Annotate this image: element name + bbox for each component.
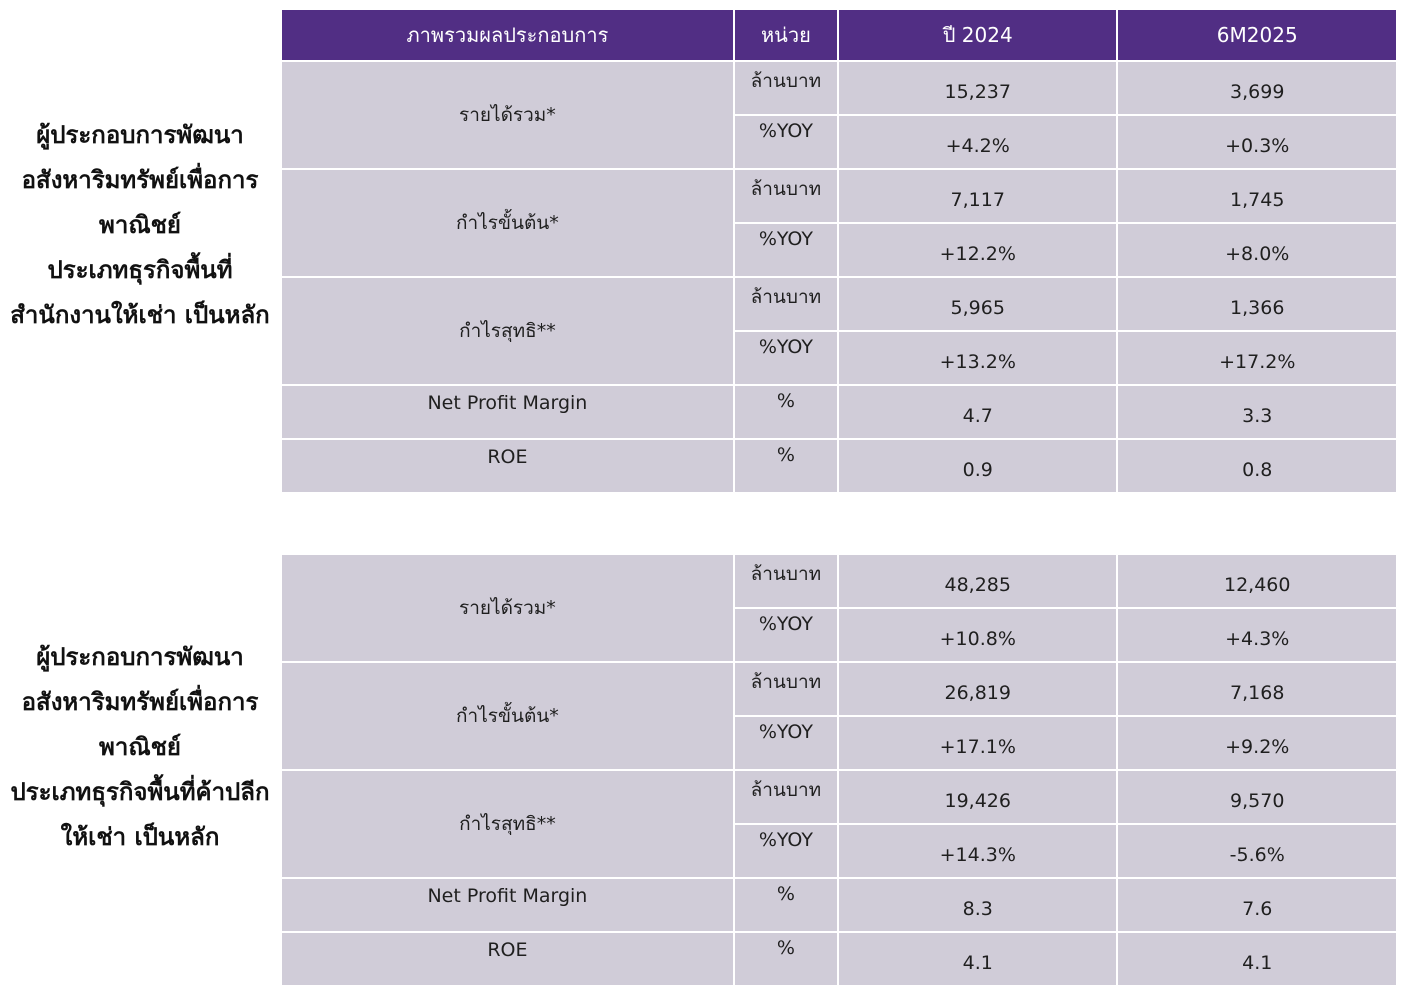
unit-cell: %YOY	[734, 609, 837, 661]
table-row: Net Profit Margin % 4.7 3.3	[282, 386, 1396, 438]
table-row: %YOY +14.3% -5.6%	[282, 825, 1396, 877]
unit-cell: %YOY	[734, 332, 837, 384]
value-2024: 26,819	[838, 663, 1117, 715]
value-2024: +14.3%	[838, 825, 1117, 877]
unit-cell: ล้านบาท	[734, 62, 837, 114]
performance-table-retail: รายได้รวม* ล้านบาท 48,285 12,460 %YOY +1…	[280, 553, 1398, 987]
value-2024: 4.1	[838, 933, 1117, 985]
value-6m2025: +9.2%	[1118, 717, 1396, 769]
segment-label-line: อสังหาริมทรัพย์เพื่อการ	[21, 688, 259, 716]
segment-label-line: อสังหาริมทรัพย์เพื่อการ	[21, 166, 259, 194]
unit-cell: %YOY	[734, 224, 837, 276]
table-row: กำไรขั้นต้น* ล้านบาท 7,117 1,745	[282, 170, 1396, 276]
value-6m2025: 12,460	[1118, 555, 1396, 607]
value-2024: 7,117	[838, 170, 1117, 222]
segment-label-line: ให้เช่า เป็นหลัก	[60, 823, 220, 851]
metric-name-revenue: รายได้รวม*	[282, 555, 733, 661]
value-2024: 5,965	[838, 278, 1117, 330]
value-2024: +12.2%	[838, 224, 1117, 276]
table-row: %YOY +4.2% +0.3%	[282, 116, 1396, 168]
unit-cell: %YOY	[734, 825, 837, 877]
table-row: กำไรสุทธิ** ล้านบาท 5,965 1,366	[282, 278, 1396, 384]
metric-name-gross-profit: กำไรขั้นต้น*	[282, 170, 733, 276]
metric-name-roe: ROE	[282, 440, 733, 492]
segment-label-line: สำนักงานให้เช่า เป็นหลัก	[10, 301, 270, 329]
header-year-2024: ปี 2024	[838, 10, 1117, 60]
value-6m2025: +8.0%	[1118, 224, 1396, 276]
metric-name-net-profit: กำไรสุทธิ**	[282, 278, 733, 384]
performance-table-office: ภาพรวมผลประกอบการ หน่วย ปี 2024 6M2025 ร…	[280, 8, 1398, 494]
value-2024: +17.1%	[838, 717, 1117, 769]
table-row: %YOY +17.1% +9.2%	[282, 717, 1396, 769]
value-2024: 0.9	[838, 440, 1117, 492]
value-2024: 48,285	[838, 555, 1117, 607]
table-row: รายได้รวม* ล้านบาท 48,285 12,460	[282, 555, 1396, 661]
segment-label-line: ประเภทธุรกิจพื้นที่ค้าปลีก	[10, 778, 270, 806]
unit-cell: ล้านบาท	[734, 771, 837, 823]
metric-name-revenue: รายได้รวม*	[282, 62, 733, 168]
table-row: กำไรขั้นต้น* ล้านบาท 26,819 7,168	[282, 663, 1396, 769]
metric-name-net-profit: กำไรสุทธิ**	[282, 771, 733, 877]
unit-cell: ล้านบาท	[734, 663, 837, 715]
unit-cell: %	[734, 879, 837, 931]
table-row: กำไรสุทธิ** ล้านบาท 19,426 9,570	[282, 771, 1396, 877]
value-6m2025: +17.2%	[1118, 332, 1396, 384]
unit-cell: %YOY	[734, 116, 837, 168]
unit-cell: ล้านบาท	[734, 170, 837, 222]
table-row: ROE % 0.9 0.8	[282, 440, 1396, 492]
table-row: %YOY +10.8% +4.3%	[282, 609, 1396, 661]
value-6m2025: 7,168	[1118, 663, 1396, 715]
metric-name-roe: ROE	[282, 933, 733, 985]
segment-label-line: พาณิชย์	[99, 733, 181, 761]
value-2024: 15,237	[838, 62, 1117, 114]
value-6m2025: -5.6%	[1118, 825, 1396, 877]
value-2024: +4.2%	[838, 116, 1117, 168]
header-overview: ภาพรวมผลประกอบการ	[282, 10, 733, 60]
value-6m2025: +4.3%	[1118, 609, 1396, 661]
unit-cell: ล้านบาท	[734, 555, 837, 607]
unit-cell: %YOY	[734, 717, 837, 769]
segment-label-line: ประเภทธุรกิจพื้นที่	[47, 256, 233, 284]
segment-label-retail: ผู้ประกอบการพัฒนา อสังหาริมทรัพย์เพื่อกา…	[0, 635, 280, 860]
value-2024: 4.7	[838, 386, 1117, 438]
value-6m2025: 1,366	[1118, 278, 1396, 330]
value-6m2025: 7.6	[1118, 879, 1396, 931]
header-6m2025: 6M2025	[1118, 10, 1396, 60]
table-row: %YOY +13.2% +17.2%	[282, 332, 1396, 384]
value-6m2025: 3.3	[1118, 386, 1396, 438]
table-row: รายได้รวม* ล้านบาท 15,237 3,699	[282, 62, 1396, 168]
header-unit: หน่วย	[734, 10, 837, 60]
table-row: %YOY +12.2% +8.0%	[282, 224, 1396, 276]
table-header-row: ภาพรวมผลประกอบการ หน่วย ปี 2024 6M2025	[282, 10, 1396, 60]
metric-name-net-profit-margin: Net Profit Margin	[282, 386, 733, 438]
value-6m2025: +0.3%	[1118, 116, 1396, 168]
unit-cell: %	[734, 933, 837, 985]
value-6m2025: 9,570	[1118, 771, 1396, 823]
table-row: ROE % 4.1 4.1	[282, 933, 1396, 985]
value-2024: +10.8%	[838, 609, 1117, 661]
table-row: Net Profit Margin % 8.3 7.6	[282, 879, 1396, 931]
metric-name-gross-profit: กำไรขั้นต้น*	[282, 663, 733, 769]
segment-label-office: ผู้ประกอบการพัฒนา อสังหาริมทรัพย์เพื่อกา…	[0, 113, 280, 338]
segment-label-line: ผู้ประกอบการพัฒนา	[36, 121, 244, 149]
value-2024: 8.3	[838, 879, 1117, 931]
value-2024: 19,426	[838, 771, 1117, 823]
value-6m2025: 1,745	[1118, 170, 1396, 222]
value-2024: +13.2%	[838, 332, 1117, 384]
value-6m2025: 3,699	[1118, 62, 1396, 114]
value-6m2025: 4.1	[1118, 933, 1396, 985]
unit-cell: ล้านบาท	[734, 278, 837, 330]
value-6m2025: 0.8	[1118, 440, 1396, 492]
metric-name-net-profit-margin: Net Profit Margin	[282, 879, 733, 931]
segment-label-line: ผู้ประกอบการพัฒนา	[36, 643, 244, 671]
unit-cell: %	[734, 440, 837, 492]
segment-label-line: พาณิชย์	[99, 211, 181, 239]
unit-cell: %	[734, 386, 837, 438]
